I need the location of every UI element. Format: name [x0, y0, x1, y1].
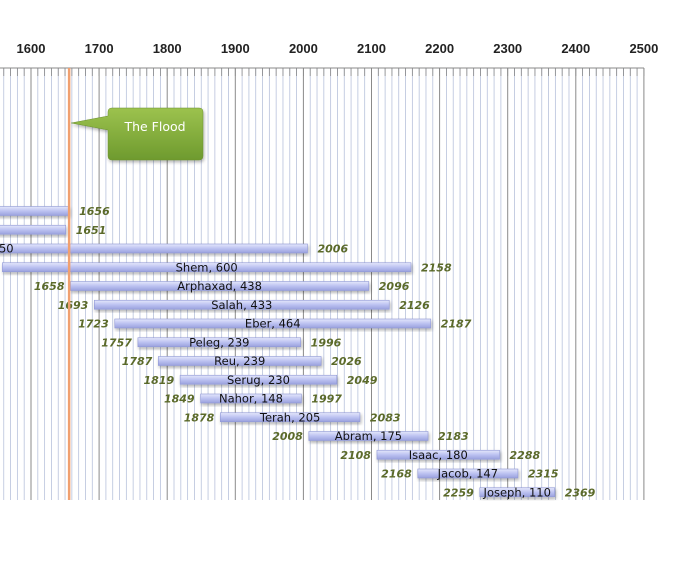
death-year-label: 2187: [441, 318, 472, 331]
x-tick-label: 2100: [357, 41, 386, 56]
bar-label: Shem, 600: [176, 260, 238, 274]
lifespan-bar: [114, 318, 432, 329]
lifespan-bar: [220, 412, 361, 423]
flood-annotation: The Flood: [67, 68, 204, 500]
bar-label: Jacob, 147: [437, 467, 498, 481]
lifespan-bar: [2, 262, 412, 273]
bar-label: Joseph, 110: [483, 485, 551, 499]
lifespan-bar: [0, 243, 308, 254]
x-tick-label: 1800: [153, 41, 182, 56]
birth-year-label: 1693: [58, 299, 89, 312]
birth-year-label: 1658: [34, 280, 65, 293]
death-year-label: 1996: [311, 336, 342, 349]
x-tick-label: 2400: [561, 41, 590, 56]
lifespan-bar: [376, 449, 500, 460]
death-year-label: 2096: [379, 280, 410, 293]
bar-label: Salah, 433: [211, 298, 272, 312]
birth-year-label: 2168: [381, 468, 412, 481]
birth-year-label: 2259: [443, 486, 474, 499]
bar-label: Terah, 205: [259, 410, 320, 424]
bar-label: Nahor, 148: [219, 392, 283, 406]
birth-year-label: 1757: [101, 336, 132, 349]
bar-label: Abram, 175: [335, 429, 402, 443]
flood-callout: [71, 107, 204, 161]
lifespan-bar: [308, 431, 429, 441]
x-tick-label: 2000: [289, 41, 318, 56]
birth-year-label: 1849: [164, 393, 195, 406]
death-year-label: 2288: [510, 449, 541, 462]
bar-label: Arphaxad, 438: [177, 279, 262, 293]
x-tick-label: 2300: [493, 41, 522, 56]
lifespan-bar: [0, 224, 67, 235]
x-tick-label: 1600: [17, 41, 46, 56]
x-tick-label: 2200: [425, 41, 454, 56]
lifespan-bar: [417, 468, 519, 479]
lifespan-bar: [94, 299, 390, 310]
death-year-label: 2049: [347, 374, 378, 387]
x-axis: 1600 1700 1800 1900 2000 2100 2200 2300 2400 2500: [0, 41, 658, 76]
birth-year-label: 2008: [272, 430, 303, 443]
bar-label: Serug, 230: [227, 373, 290, 387]
birth-year-label: 1787: [122, 355, 153, 368]
flood-callout-label: The Flood: [123, 119, 185, 134]
birth-year-label: 1819: [144, 374, 175, 387]
lifespan-bar: [179, 374, 338, 385]
birth-year-label: 1723: [78, 318, 109, 331]
lifespan-bar: [0, 206, 70, 216]
death-year-label: 2158: [421, 261, 452, 274]
birth-year-label: 1878: [184, 411, 215, 424]
x-tick-label: 2500: [629, 41, 658, 56]
lifespan-bar: [158, 356, 322, 366]
lifespan-bar: [137, 337, 301, 348]
bar-label: Noah, 950: [0, 242, 14, 256]
death-year-label: 2083: [370, 411, 401, 424]
death-year-label: 2369: [565, 486, 596, 499]
death-year-label: 2183: [438, 430, 469, 443]
death-year-label: 2315: [528, 468, 559, 481]
x-tick-label: 1700: [85, 41, 114, 56]
birth-year-label: 2108: [340, 449, 371, 462]
death-year-label: 1997: [311, 393, 342, 406]
death-year-label: 1651: [76, 224, 107, 237]
death-year-label: 2026: [331, 355, 362, 368]
bar-label: Peleg, 239: [189, 335, 249, 349]
x-tick-label: 1900: [221, 41, 250, 56]
death-year-label: 2006: [317, 243, 348, 256]
death-year-label: 2126: [399, 299, 430, 312]
bar-label: Isaac, 180: [409, 448, 468, 462]
death-year-label: 1656: [79, 205, 110, 218]
bar-label: Eber, 464: [245, 317, 301, 331]
bars: 1656 1651 Noah, 950 2006 Shem, 600 2158 Arphax…: [0, 205, 596, 499]
bar-label: Reu, 239: [214, 354, 265, 368]
lifespan-bar: [479, 487, 555, 498]
lifespan-bar: [200, 393, 302, 404]
lifespan-bar: [70, 281, 370, 291]
